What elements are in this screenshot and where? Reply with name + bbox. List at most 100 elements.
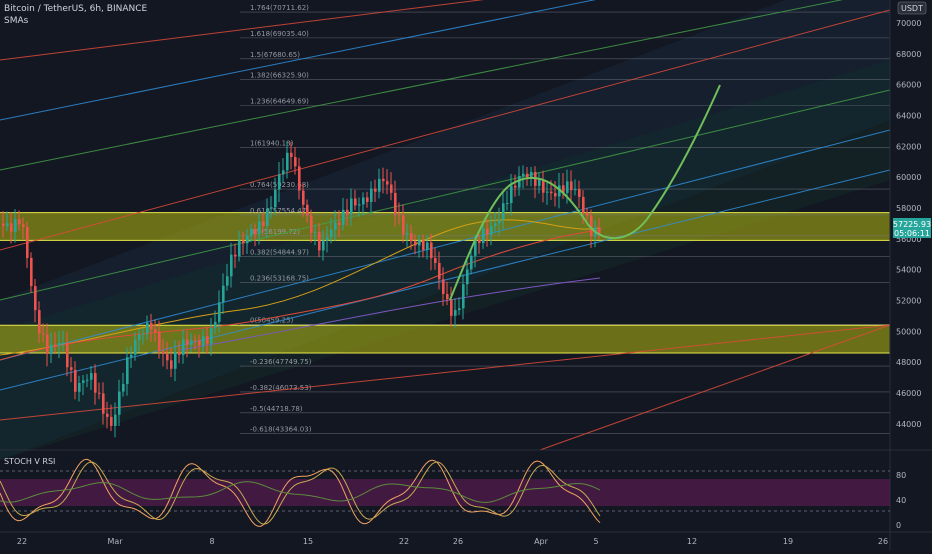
fib-label: 1.236(64649.69): [250, 98, 309, 106]
time-tick-label: 12: [687, 537, 697, 546]
price-tick-label: 46000: [896, 389, 921, 398]
candle-body: [294, 157, 297, 167]
oscillator-title: STOCH V RSI: [4, 457, 55, 466]
candle-body: [338, 222, 341, 226]
candle-body: [110, 416, 113, 426]
candle-body: [550, 191, 553, 194]
candle-body: [238, 240, 241, 257]
candle-body: [394, 192, 397, 215]
candle-body: [446, 294, 449, 300]
candle-body: [2, 223, 5, 227]
channel-line: [539, 324, 891, 451]
time-tick-label: 8: [209, 537, 214, 546]
candle-body: [506, 203, 509, 205]
candle-body: [554, 193, 557, 197]
candle-body: [134, 339, 137, 355]
candle-body: [202, 336, 205, 346]
candle-body: [118, 391, 121, 415]
candle-body: [226, 276, 229, 286]
oscillator-band: [0, 479, 890, 506]
symbol-title[interactable]: Bitcoin / TetherUS, 6h, BINANCE: [4, 4, 148, 14]
fib-label: -0.382(46073.53): [250, 384, 312, 392]
candle-body: [426, 242, 429, 250]
candle-body: [574, 189, 577, 191]
candle-body: [590, 215, 593, 237]
candle-body: [458, 308, 461, 311]
sma-short: [0, 219, 601, 356]
candle-body: [206, 336, 209, 344]
candle-body: [382, 178, 385, 182]
fib-label: 0.618(57554.47): [250, 207, 309, 215]
candle-body: [186, 339, 189, 345]
candle-body: [174, 352, 177, 369]
candle-body: [374, 188, 377, 192]
time-tick-label: Apr: [534, 537, 549, 546]
price-tick-label: 56000: [896, 235, 921, 244]
candle-body: [30, 257, 33, 287]
candle-body: [22, 224, 25, 227]
price-tick-label: 70000: [896, 19, 921, 28]
price-tick-label: 64000: [896, 112, 921, 121]
candle-body: [26, 226, 29, 258]
candle-body: [478, 240, 481, 244]
time-tick-label: 26: [453, 537, 463, 546]
indicator-label[interactable]: SMAs: [4, 16, 29, 26]
candle-body: [146, 322, 149, 334]
candle-body: [562, 185, 565, 193]
candle-body: [526, 173, 529, 178]
price-tick-label: 62000: [896, 142, 921, 151]
fib-label: 1(61940.18): [250, 139, 294, 147]
price-scale[interactable]: 70000 68000 66000 64000 62000 60000 58000 56000…: [896, 19, 921, 429]
channel-line: [0, 169, 891, 391]
fib-label: -0.236(47749.75): [250, 358, 312, 366]
time-tick-label: 5: [593, 537, 598, 546]
candle-body: [566, 181, 569, 193]
candle-body: [438, 262, 441, 280]
candle-body: [58, 343, 61, 346]
candle-body: [6, 223, 9, 227]
candle-body: [10, 223, 13, 232]
fib-label: -0.5(44718.78): [250, 405, 303, 413]
rsi-line: [0, 481, 601, 503]
candle-body: [334, 222, 337, 230]
candle-body: [178, 352, 181, 355]
candle-body: [306, 204, 309, 216]
channel-line: [0, 0, 596, 121]
candle-body: [78, 382, 81, 392]
candle-body: [94, 373, 97, 393]
time-tick-label: 26: [878, 537, 888, 546]
sma-long: [179, 277, 601, 351]
time-scale[interactable]: 22 Mar 8 15 22 26 Apr 5 12 19 26: [17, 537, 888, 546]
candle-body: [530, 171, 533, 178]
candle-body: [266, 208, 269, 227]
candle-body: [434, 258, 437, 263]
candle-body: [518, 176, 521, 188]
candle-body: [246, 235, 249, 244]
candle-body: [254, 229, 257, 235]
candle-body: [298, 166, 301, 191]
candle-body: [142, 333, 145, 335]
candle-body: [582, 196, 585, 213]
candle-body: [522, 173, 525, 177]
fib-label: 0.382(54844.97): [250, 249, 309, 257]
candle-body: [542, 179, 545, 193]
candle-body: [390, 184, 393, 193]
candle-body: [386, 181, 389, 185]
price-tick-label: 54000: [896, 266, 921, 275]
time-tick-label: 19: [783, 537, 793, 546]
sma-mid: [0, 229, 601, 361]
candle-body: [158, 331, 161, 352]
candle-body: [14, 219, 17, 232]
candle-body: [538, 179, 541, 186]
candle-body: [214, 321, 217, 329]
candle-body: [470, 255, 473, 270]
candle-body: [130, 354, 133, 358]
channel-line: [0, 0, 844, 171]
price-tick-label: 66000: [896, 81, 921, 90]
currency-badge-text: USDT: [901, 4, 923, 13]
candle-body: [154, 329, 157, 332]
candle-body: [150, 322, 153, 330]
fib-label: 0.5(56199.72): [250, 228, 300, 236]
candle-body: [50, 344, 53, 355]
